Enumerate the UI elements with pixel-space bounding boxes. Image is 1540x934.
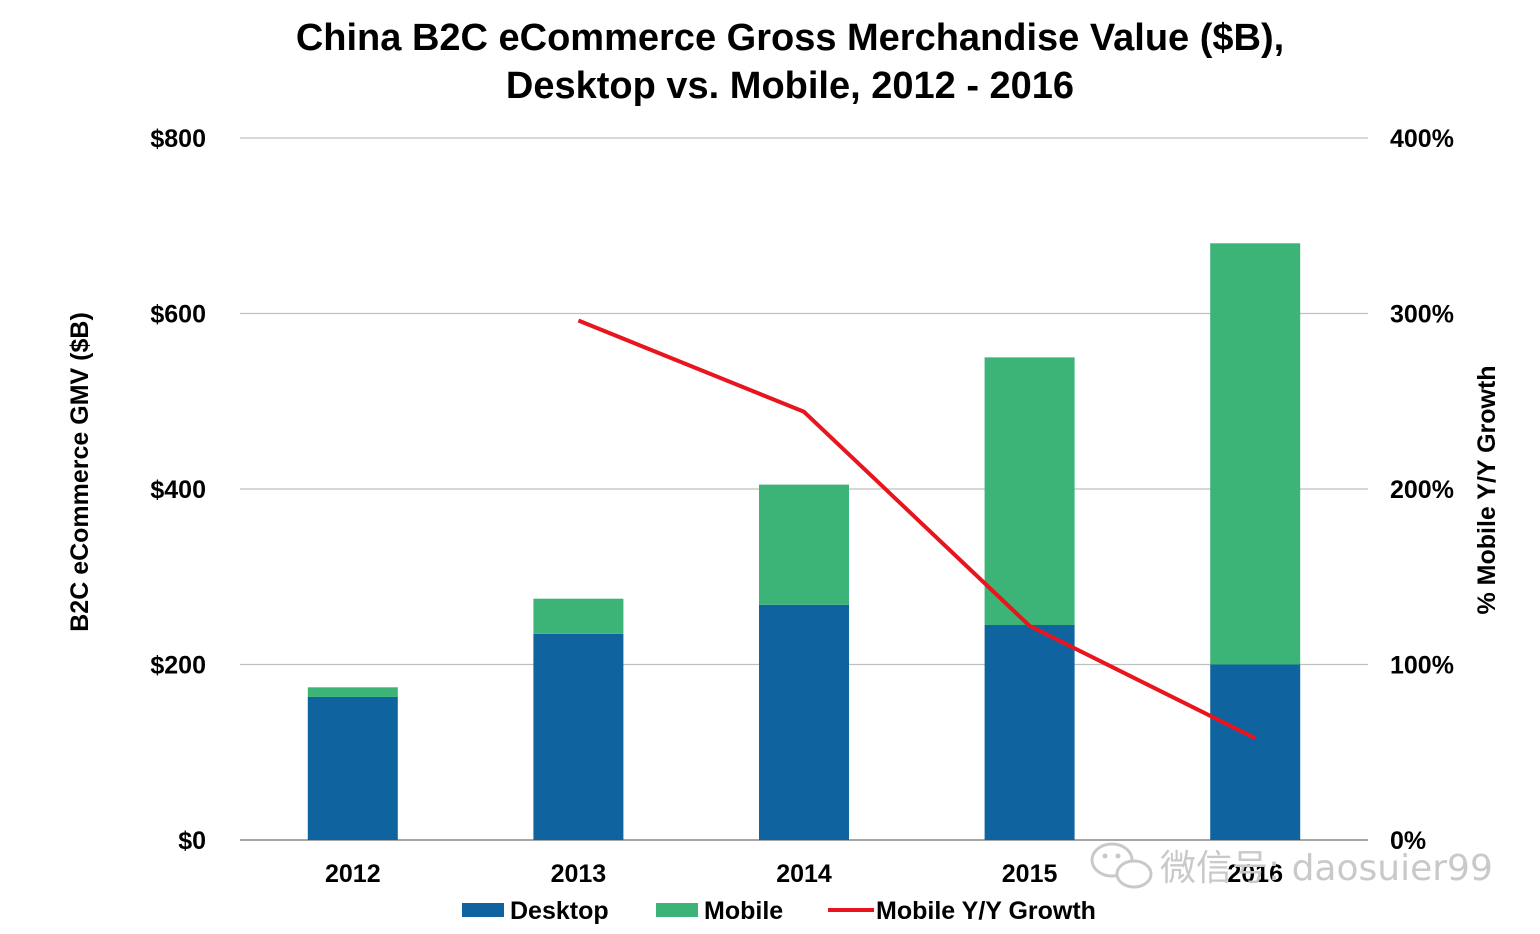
bar-mobile-2012 [307,687,398,697]
bar-desktop-2016 [1210,664,1301,840]
y-axis-title: B2C eCommerce GMV ($B) [66,312,94,632]
y-tick-label: $800 [150,125,206,153]
legend: Desktop Mobile Mobile Y/Y Growth [462,897,1096,925]
legend-swatch [656,903,698,917]
bar-mobile-2016 [1210,243,1301,665]
chart-title-line2: Desktop vs. Mobile, 2012 - 2016 [505,65,1075,107]
y2-tick-label: 100% [1390,652,1454,680]
bar-desktop-2012 [307,696,398,840]
legend-label: Desktop [510,897,609,925]
legend-swatch [462,903,504,917]
x-tick-label: 2016 [1227,860,1283,888]
growth-line [577,318,1257,741]
bars [307,243,1301,840]
x-tick-label: 2015 [1002,860,1058,888]
wechat-icon [1090,842,1153,889]
bar-desktop-2014 [759,604,849,840]
chart-title-line1: China B2C eCommerce Gross Merchandise Va… [295,17,1285,59]
y2-tick-label: 200% [1390,476,1454,504]
bar-desktop-2013 [533,633,624,840]
y-tick-label: $600 [150,301,206,329]
bar-mobile-2013 [533,598,624,634]
bar-mobile-2014 [759,484,849,605]
y-axis-left-ticks: $0 $200 $400 $600 $800 [150,125,206,855]
growth-line-series [577,318,1257,741]
y2-tick-label: 300% [1390,301,1454,329]
y-axis-right-ticks: 0% 100% 200% 300% 400% [1390,125,1454,855]
bar-desktop-2015 [984,625,1075,840]
x-tick-label: 2013 [551,860,607,888]
legend-item-desktop: Desktop [462,897,609,925]
x-tick-label: 2012 [325,860,381,888]
y-tick-label: $400 [150,476,206,504]
chart-title: China B2C eCommerce Gross Merchandise Va… [0,14,1540,110]
legend-label: Mobile [704,897,783,925]
legend-label: Mobile Y/Y Growth [876,897,1096,925]
y2-tick-label: 400% [1390,125,1454,153]
y2-tick-label: 0% [1390,827,1426,855]
bar-mobile-2015 [984,357,1075,626]
y-tick-label: $200 [150,652,206,680]
x-axis-ticks: 2012 2013 2014 2015 2016 [325,860,1283,888]
x-tick-label: 2014 [776,860,832,888]
y-tick-label: $0 [178,827,206,855]
legend-item-mobile-y-y-growth: Mobile Y/Y Growth [828,897,1096,925]
y2-axis-title: % Mobile Y/Y Growth [1473,365,1501,614]
watermark: 微信号: daosuier99 [1090,842,1493,889]
legend-item-mobile: Mobile [656,897,783,925]
watermark-text: 微信号: daosuier99 [1160,848,1493,889]
